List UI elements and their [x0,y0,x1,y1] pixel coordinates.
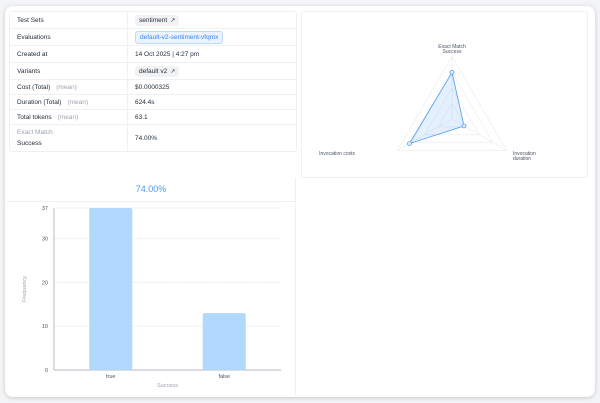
radar-point[interactable] [461,123,467,129]
pill-text: default v2 [139,67,168,75]
label-text: Total tokens [17,113,52,121]
row-label: Exact Match Success [10,125,128,151]
aggregate-label: (mean) [67,98,89,106]
external-link-icon: ↗ [170,68,176,75]
details-table: Test Sets sentiment ↗ Evaluations default-v2… [9,11,297,152]
metric-name: Exact Match [17,129,53,136]
y-tick-label: 10 [42,324,48,330]
y-axis-label: Frequency [22,276,28,302]
row-label: Cost (Total) (mean) [10,80,128,94]
details-row: Total tokens (mean) 63.1 [10,110,296,125]
row-value: 624.4s [135,98,155,106]
radar-grid-ring [437,102,467,128]
row-label: Duration (Total) (mean) [10,95,128,109]
details-row: Duration (Total) (mean) 624.4s [10,95,296,110]
details-row: Cost (Total) (mean) $0.0000325 [10,80,296,95]
y-tick-label: 0 [45,368,48,374]
label-text: Success [17,140,42,147]
row-label: Test Sets [10,12,128,28]
radar-point[interactable] [449,70,455,75]
x-axis-label: Success [157,383,178,389]
radar-axis [397,118,453,151]
bar-false[interactable] [202,313,246,370]
radar-series-area [408,71,465,145]
radar-grid-ring [396,55,508,151]
bar-chart-panel: 74.00% 0 10 20 30 37 true false Success Frequenc… [7,178,296,395]
radar-axis [451,118,507,151]
radar-axis-label: Exact Match Success [438,44,466,55]
aggregate-label: (mean) [56,83,77,91]
row-label: Total tokens (mean) [10,110,128,124]
details-row: Exact Match Success 74.00% [10,125,296,151]
radar-axis-label: Invocation duration [513,151,536,162]
radar-chart-panel: Exact Match Success Invocation duration Invo… [301,11,588,178]
bar-chart-title: 74.00% [7,178,295,202]
row-value: 14 Oct 2025 | 4:27 pm [135,50,200,58]
label-text: Variants [17,67,41,75]
link-pill[interactable]: sentiment ↗ [135,14,180,26]
bar-chart: 0 10 20 30 37 true false Success Frequency [22,206,281,389]
bar-true[interactable] [89,208,133,370]
details-row: Created at 14 Oct 2025 | 4:27 pm [10,46,296,63]
y-tick-label: 30 [42,237,48,243]
pill-text: sentiment [139,16,168,24]
label-text: Created at [17,50,48,58]
details-row: Evaluations default-v2-sentiment-vfqmx [10,29,296,46]
aggregate-label: (mean) [57,113,79,121]
label-text: Cost (Total) [17,83,51,91]
label-text: Evaluations [17,33,51,41]
y-tick-label: 20 [42,280,48,286]
label-text: Duration (Total) [17,98,62,106]
radar-chart: Exact Match Success Invocation duration Invo… [319,44,536,162]
y-tick-label: 37 [42,206,48,212]
row-label: Variants [10,63,128,79]
details-row: Variants default v2 ↗ [10,63,296,80]
x-tick-label: false [218,374,230,380]
radar-point[interactable] [407,141,412,146]
row-value: $0.0000325 [135,83,170,91]
radar-axis-label: Invocation costs [319,151,355,157]
row-value: 63.1 [135,113,148,121]
external-link-icon: ↗ [170,17,176,24]
radar-grid-ring [424,86,480,136]
details-row: Test Sets sentiment ↗ [10,12,296,29]
label-text: Test Sets [17,16,44,24]
row-label: Evaluations [10,29,128,45]
link-pill[interactable]: default v2 ↗ [135,65,180,77]
row-value: 74.00% [135,134,158,142]
row-label: Created at [10,46,128,62]
evaluation-pill[interactable]: default-v2-sentiment-vfqmx [135,30,224,44]
x-tick-label: true [106,374,115,380]
